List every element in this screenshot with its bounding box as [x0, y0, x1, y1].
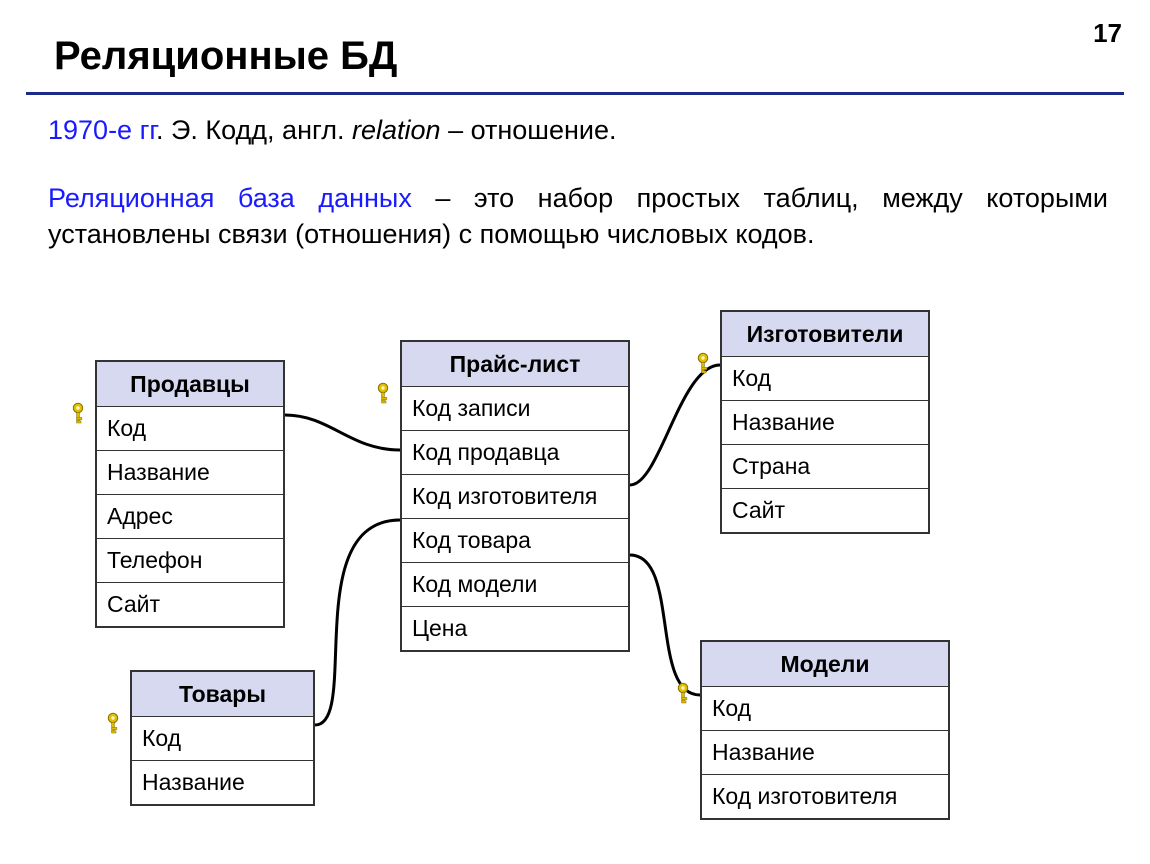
table-field: Код записи — [401, 387, 629, 431]
table-field: Сайт — [96, 583, 284, 628]
intro-paragraph: 1970-е гг. Э. Кодд, англ. relation – отн… — [48, 112, 1098, 148]
table-header: Прайс-лист — [401, 341, 629, 387]
table-field: Код продавца — [401, 431, 629, 475]
table-field: Телефон — [96, 539, 284, 583]
table-header: Продавцы — [96, 361, 284, 407]
table-field: Страна — [721, 445, 929, 489]
page-number: 17 — [1093, 18, 1122, 49]
table-header: Модели — [701, 641, 949, 687]
intro-text-2: – отношение. — [441, 115, 617, 145]
table-header: Товары — [131, 671, 314, 717]
table-field: Код — [701, 687, 949, 731]
slide-title: Реляционные БД — [54, 34, 397, 79]
definition-paragraph: Реляционная база данных – это набор прос… — [48, 180, 1108, 253]
definition-term: Реляционная база данных — [48, 183, 412, 213]
table-field: Адрес — [96, 495, 284, 539]
title-underline — [26, 92, 1124, 95]
intro-italic: relation — [352, 115, 441, 145]
table-sellers: ПродавцыКодНазваниеАдресТелефонСайт — [95, 360, 285, 628]
er-diagram: ПродавцыКодНазваниеАдресТелефонСайт Прай… — [0, 320, 1150, 860]
table-field: Код — [96, 407, 284, 451]
primary-key-icon — [69, 402, 87, 426]
table-goods: ТоварыКодНазвание — [130, 670, 315, 806]
table-field: Название — [131, 761, 314, 806]
table-field: Код — [721, 357, 929, 401]
table-field: Код изготовителя — [701, 775, 949, 820]
primary-key-icon — [104, 712, 122, 736]
table-models: МоделиКодНазваниеКод изготовителя — [700, 640, 950, 820]
table-field: Код изготовителя — [401, 475, 629, 519]
primary-key-icon — [694, 352, 712, 376]
table-field: Название — [96, 451, 284, 495]
table-header: Изготовители — [721, 311, 929, 357]
table-field: Код товара — [401, 519, 629, 563]
table-field: Код — [131, 717, 314, 761]
primary-key-icon — [674, 682, 692, 706]
table-manufacturers: ИзготовителиКодНазваниеСтранаСайт — [720, 310, 930, 534]
intro-years: 1970-е гг — [48, 115, 156, 145]
primary-key-icon — [374, 382, 392, 406]
table-pricelist: Прайс-листКод записиКод продавцаКод изго… — [400, 340, 630, 652]
intro-text-1: . Э. Кодд, англ. — [156, 115, 352, 145]
table-field: Цена — [401, 607, 629, 652]
table-field: Название — [701, 731, 949, 775]
table-field: Сайт — [721, 489, 929, 534]
table-field: Название — [721, 401, 929, 445]
table-field: Код модели — [401, 563, 629, 607]
